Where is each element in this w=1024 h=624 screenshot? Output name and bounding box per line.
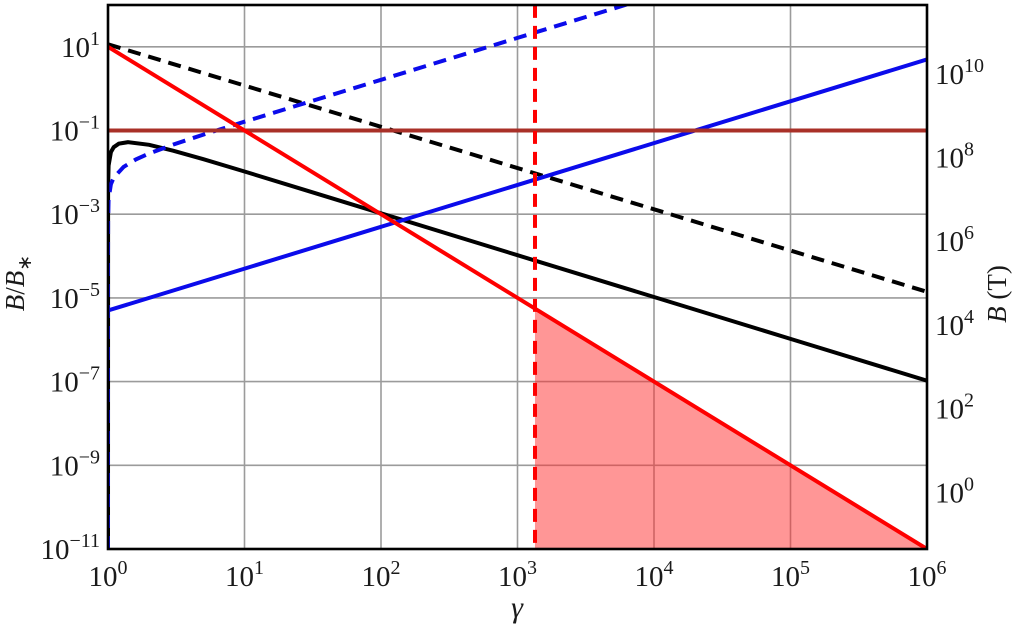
x-axis-label: γ <box>511 591 524 624</box>
x-tick-label: 106 <box>908 557 947 593</box>
y-left-tick-label: 10−7 <box>50 363 100 399</box>
y-left-tick-label: 10−1 <box>50 112 100 148</box>
x-tick-label: 105 <box>771 557 810 593</box>
y-right-tick-label: 106 <box>935 222 974 258</box>
y-right-tick-label: 102 <box>935 390 974 426</box>
y-right-tick-label: 100 <box>935 473 974 509</box>
x-tick-label: 102 <box>362 557 401 593</box>
series-black-solid <box>108 140 927 549</box>
y-left-tick-label: 101 <box>61 28 100 64</box>
y-right-tick-label: 1010 <box>935 55 984 91</box>
gridlines <box>108 5 927 550</box>
plot-frame <box>106 3 929 551</box>
series-blue-solid <box>108 57 927 313</box>
x-tick-label: 103 <box>498 557 537 593</box>
y-axis-labels: B/B∗ B (T) <box>0 255 1012 323</box>
y-right-tick-label: 108 <box>935 138 974 174</box>
x-tick-label: 104 <box>635 557 674 593</box>
tick-labels: 100 101 102 103 104 105 106 101 10−1 10−3 10−5 10−7… <box>40 28 984 593</box>
y-left-axis-label: B/B∗ <box>0 255 36 311</box>
series-red-solid <box>108 45 927 549</box>
y-left-tick-label: 10−5 <box>50 279 100 315</box>
y-right-axis-label: B (T) <box>982 265 1012 323</box>
x-tick-label: 101 <box>225 557 264 593</box>
series-black-dashed <box>108 42 927 294</box>
y-right-tick-label: 104 <box>935 306 974 342</box>
y-left-tick-label: 10−9 <box>50 446 100 482</box>
x-tick-label: 100 <box>89 557 128 593</box>
y-left-tick-label: 10−11 <box>40 530 100 566</box>
y-left-tick-label: 10−3 <box>50 195 100 231</box>
